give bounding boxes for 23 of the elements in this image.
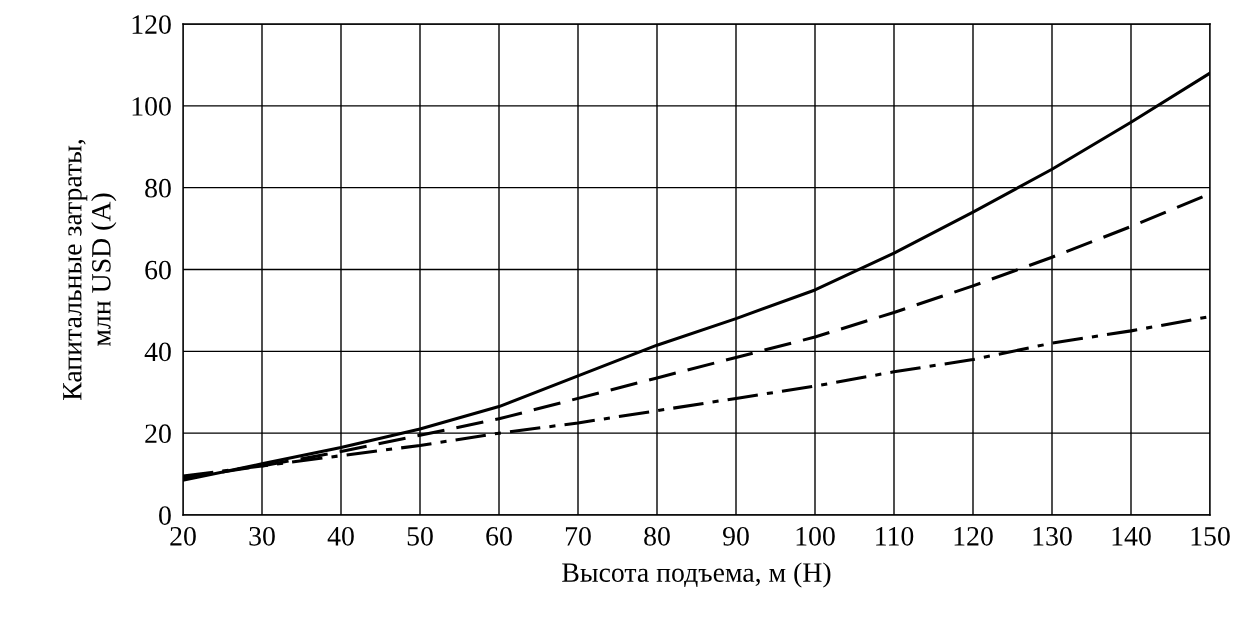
x-tick-label: 40	[327, 526, 354, 546]
x-tick-label: 70	[565, 526, 591, 546]
y-tick-label: 20	[145, 424, 171, 444]
y-tick-label: 0	[159, 506, 171, 525]
y-tick-label: 60	[145, 260, 171, 280]
y-axis-title: Капитальные затраты, млн USD (A)	[63, 140, 117, 400]
x-tick-label: 140	[1112, 526, 1151, 546]
x-tick-label: 150	[1191, 526, 1230, 546]
y-tick-label: 120	[132, 15, 171, 34]
x-tick-label: 90	[723, 526, 749, 546]
x-tick-label: 30	[249, 526, 275, 546]
x-tick-label: 100	[796, 526, 835, 546]
x-tick-label: 80	[644, 526, 670, 546]
x-axis-title: Высота подъема, м (H)	[562, 562, 831, 588]
y-tick-label: 80	[145, 178, 171, 198]
x-tick-label: 130	[1033, 526, 1072, 546]
x-tick-label: 110	[876, 526, 914, 546]
x-tick-label: 50	[407, 526, 433, 546]
y-tick-label: 100	[132, 97, 171, 116]
x-tick-label: 120	[954, 526, 993, 546]
x-tick-label: 60	[486, 526, 512, 546]
x-tick-label: 20	[170, 526, 196, 546]
y-tick-label: 40	[144, 342, 171, 362]
